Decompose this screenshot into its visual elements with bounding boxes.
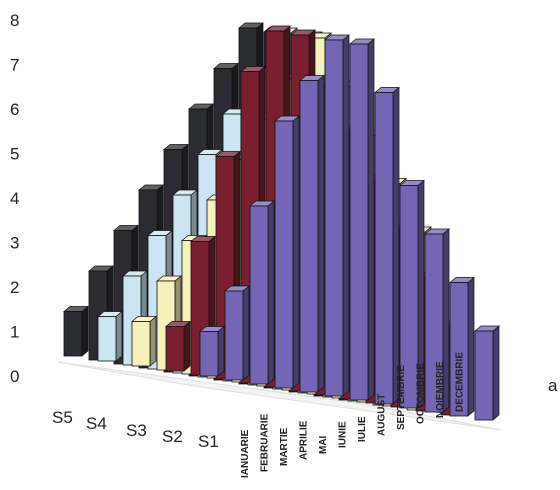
category-label: FEBRUARIE <box>260 413 271 472</box>
y-tick-label: 0 <box>10 367 19 386</box>
bar-side <box>342 34 350 397</box>
bar-side <box>149 315 157 367</box>
category-label: IANUARIE <box>240 429 251 478</box>
bar-S1-SEPTEMBRIE <box>399 179 425 409</box>
y-tick-label: 4 <box>10 189 19 208</box>
bar-front <box>374 92 394 405</box>
bar-side <box>217 325 225 377</box>
bar-side <box>492 325 500 421</box>
bar-S1-IUNIE <box>324 34 350 397</box>
bar-side <box>115 310 123 362</box>
bar-side <box>367 38 375 401</box>
bar-side <box>292 115 300 389</box>
bar-front <box>324 39 344 397</box>
y-tick-label: 5 <box>10 145 19 164</box>
series-label: S4 <box>86 414 107 433</box>
bar-front <box>199 331 219 377</box>
series-label: S5 <box>52 408 73 427</box>
bar-S1-OCTOMBRIE <box>424 228 450 413</box>
y-tick-label: 6 <box>10 100 19 119</box>
y-axis: 0 1 2 3 4 5 6 7 8 <box>10 11 19 386</box>
bar-side <box>267 200 275 385</box>
bar-S1-DECEMBRIE <box>474 325 500 421</box>
bar-front <box>449 282 469 417</box>
y-tick-label: 3 <box>10 234 19 253</box>
series-label: S2 <box>162 427 183 446</box>
bar-front <box>474 330 494 421</box>
category-label: IUNIE <box>338 421 349 448</box>
category-labels: IANUARIE FEBRUARIE MARTIE APRILIE MAI IUNIE IU… <box>240 352 466 478</box>
series-label: S1 <box>198 432 219 451</box>
series-labels: S1 S2 S3 S4 S5 <box>52 408 219 451</box>
category-label: SEPTEMBRIE <box>396 365 407 430</box>
category-label: NOIEMBRIE <box>435 361 446 418</box>
bar-S2-IANUARIE <box>165 320 191 372</box>
bar-S3-IANUARIE <box>131 315 157 367</box>
bar-side <box>183 320 191 372</box>
y-tick-label: 7 <box>10 56 19 75</box>
bar-front <box>165 326 185 372</box>
chart-floor <box>57 361 502 431</box>
bar-front <box>424 233 444 413</box>
bars <box>63 22 500 421</box>
category-label: APRILIE <box>299 420 310 460</box>
y-tick-label: 8 <box>10 11 19 30</box>
bar-front <box>349 43 369 401</box>
category-label: OCTOMBRIE <box>416 363 427 424</box>
bar-S1-APRILIE <box>274 115 300 389</box>
bar-front <box>299 80 319 393</box>
bar-front <box>97 316 117 362</box>
category-label: AUGUST <box>377 394 388 436</box>
bar-side <box>81 305 89 357</box>
bar-side <box>242 285 250 381</box>
bar-S1-IULIE <box>349 38 375 401</box>
bar-S1-AUGUST <box>374 86 400 405</box>
category-label: IULIE <box>357 416 368 442</box>
bar-S1-MARTIE <box>249 200 275 385</box>
bar-S5-IANUARIE <box>63 305 89 357</box>
y-tick-label: 1 <box>10 323 19 342</box>
chart-floor-plane <box>57 361 502 431</box>
bar-side <box>467 276 475 417</box>
bar-side <box>317 74 325 393</box>
bar-front <box>399 185 419 409</box>
bar-side <box>392 86 400 405</box>
y-tick-label: 2 <box>10 278 19 297</box>
bar-S1-MAI <box>299 74 325 393</box>
bar-S4-IANUARIE <box>97 310 123 362</box>
bar-front <box>274 120 294 389</box>
extra-label: a <box>548 376 558 395</box>
category-label: DECEMBRIE <box>455 352 466 412</box>
series-label: S3 <box>126 421 147 440</box>
bar-S1-NOIEMBRIE <box>449 276 475 417</box>
bar-front <box>63 311 83 357</box>
category-label: MAI <box>318 435 329 454</box>
bar-S1-IANUARIE <box>199 325 225 377</box>
bar-S1-FEBRUARIE <box>224 285 250 381</box>
bar-front <box>131 321 151 367</box>
bar-front <box>249 205 269 385</box>
bar-front <box>224 290 244 381</box>
category-label: MARTIE <box>279 427 290 466</box>
